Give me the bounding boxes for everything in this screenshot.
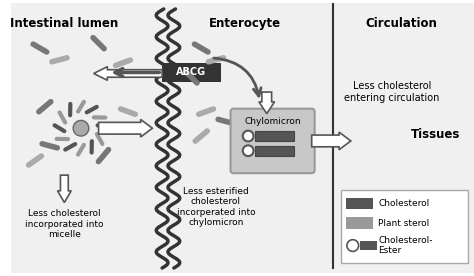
- Text: ABCG: ABCG: [176, 68, 207, 78]
- Text: Enterocyte: Enterocyte: [209, 17, 281, 30]
- Text: Plant sterol: Plant sterol: [378, 219, 429, 227]
- Bar: [255, 146, 294, 156]
- Bar: [346, 198, 374, 209]
- Circle shape: [73, 120, 89, 136]
- Text: Cholesterol-
Ester: Cholesterol- Ester: [378, 236, 433, 255]
- FancyArrow shape: [259, 92, 274, 113]
- FancyArrow shape: [312, 132, 351, 150]
- Text: Cholesterol: Cholesterol: [378, 199, 429, 208]
- FancyArrow shape: [99, 120, 152, 137]
- Text: Chylomicron: Chylomicron: [244, 117, 301, 126]
- Text: Less esterified
cholesterol
incorperated into
chylomicron: Less esterified cholesterol incorperated…: [177, 187, 255, 227]
- Bar: [341, 190, 468, 263]
- Circle shape: [243, 145, 254, 156]
- FancyArrow shape: [94, 67, 162, 80]
- Bar: [360, 241, 377, 250]
- Text: Less cholesterol
incorporated into
micelle: Less cholesterol incorporated into micel…: [25, 209, 104, 239]
- FancyBboxPatch shape: [230, 109, 315, 173]
- Text: Tissues: Tissues: [411, 128, 460, 140]
- Bar: [346, 217, 374, 229]
- Bar: [255, 131, 294, 141]
- FancyArrow shape: [57, 175, 71, 203]
- Text: Circulation: Circulation: [366, 17, 438, 30]
- Circle shape: [347, 240, 359, 251]
- Text: Less cholesterol
entering circulation: Less cholesterol entering circulation: [344, 81, 439, 103]
- Bar: [162, 63, 221, 82]
- Circle shape: [243, 131, 254, 141]
- Text: Intestinal lumen: Intestinal lumen: [10, 17, 118, 30]
